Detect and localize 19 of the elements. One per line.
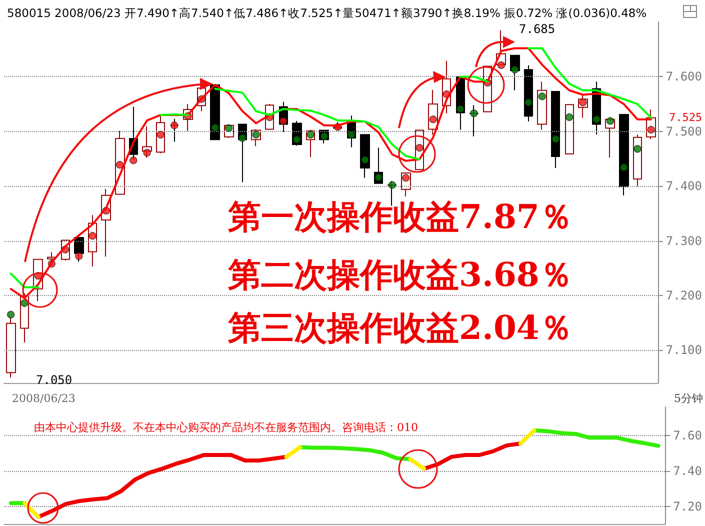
annotation: 由本中心提供升级。不在本中心购买的产品均不在服务范围内。咨询电话：010 bbox=[34, 421, 418, 434]
text: 7.525 bbox=[669, 111, 702, 124]
y-tick-label: 7.40 bbox=[673, 464, 702, 478]
y-tick-label: 7.200 bbox=[666, 288, 702, 302]
text: 5分钟 bbox=[674, 392, 703, 405]
chart-subtitle: 580015 2008/06/23 开7.490↑高7.540↑低7.486↑收7.525↑量50471↑额3790↑换8.19% 振0.72% 涨(0.036)0.48% bbox=[7, 6, 647, 20]
annotation: 第一次操作收益7.87％ bbox=[227, 197, 572, 236]
y-tick-label: 7.500 bbox=[666, 124, 702, 138]
y-tick-label: 7.400 bbox=[666, 179, 702, 194]
y-tick-label: 7.20 bbox=[673, 499, 702, 514]
text: 2008/06/23 bbox=[12, 392, 76, 405]
annotation: 7.685 bbox=[519, 22, 556, 36]
annotation: 7.050 bbox=[36, 373, 72, 387]
y-tick-label: 7.60 bbox=[673, 428, 702, 442]
annotation: 第三次操作收益2.04％ bbox=[227, 308, 572, 347]
y-tick-label: 7.600 bbox=[666, 70, 702, 84]
annotation: 第二次操作收益3.68％ bbox=[227, 255, 572, 294]
y-tick-label: 7.300 bbox=[666, 234, 702, 248]
y-tick-label: 7.100 bbox=[666, 343, 702, 358]
